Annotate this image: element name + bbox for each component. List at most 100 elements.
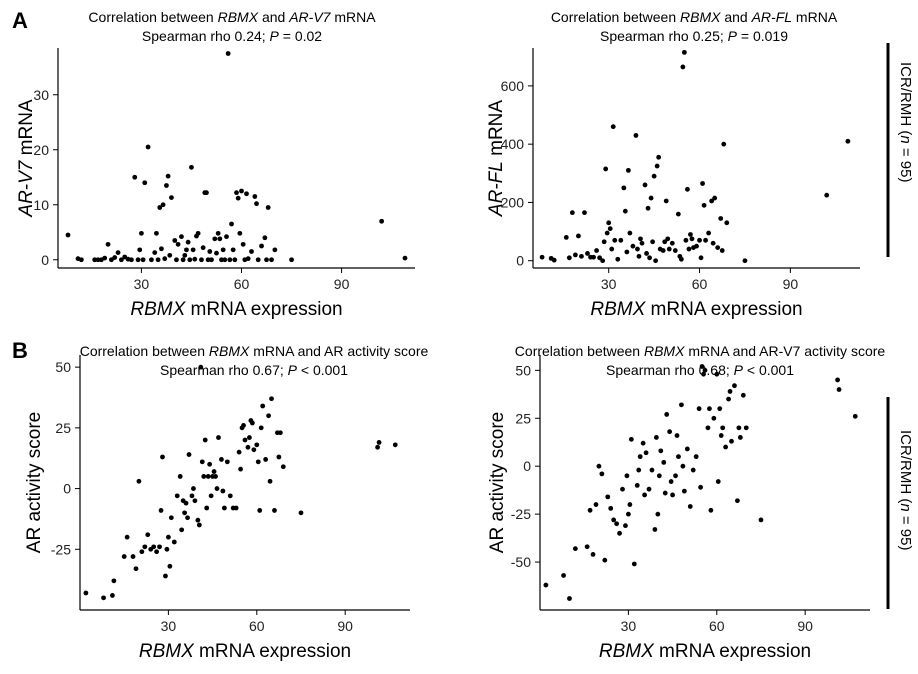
data-point (758, 517, 764, 523)
data-point (160, 202, 166, 208)
data-point (172, 238, 178, 243)
data-point (180, 257, 186, 263)
x-axis-label: RBMX mRNA expression (599, 641, 811, 662)
data-point (569, 210, 575, 216)
data-point (689, 236, 695, 242)
data-point (183, 500, 189, 506)
data-point (678, 256, 684, 262)
data-point (566, 255, 572, 261)
data-point (276, 454, 282, 460)
data-point (376, 440, 382, 445)
data-point (402, 255, 408, 261)
data-point (154, 230, 159, 236)
data-point (698, 255, 704, 261)
data-point (654, 163, 660, 169)
chart-title: Correlation between RBMX mRNA and AR-V7 … (515, 343, 886, 359)
data-point (723, 444, 729, 450)
data-point (676, 454, 681, 460)
data-point (83, 590, 89, 596)
data-point (255, 257, 261, 263)
data-point (244, 191, 249, 197)
data-point (693, 454, 699, 460)
data-point (696, 406, 702, 412)
y-tick-label: 20 (33, 142, 49, 158)
y-tick-label: 10 (33, 197, 49, 213)
data-point (667, 429, 673, 435)
data-point (604, 230, 610, 236)
data-point (642, 182, 648, 188)
data-point (196, 522, 202, 528)
data-point (597, 255, 603, 261)
data-point (621, 185, 627, 191)
data-point (92, 257, 98, 263)
data-point (182, 510, 187, 516)
data-point (714, 371, 720, 377)
data-point (145, 144, 151, 150)
data-point (192, 256, 198, 262)
y-tick-label: 25 (515, 410, 531, 426)
data-point (227, 493, 233, 499)
chart-subtitle: Spearman rho 0.24; P = 0.02 (142, 28, 322, 44)
data-point (266, 413, 271, 419)
data-point (651, 173, 657, 179)
chart-A-right: Correlation between RBMX and AR-FL mRNA S… (486, 9, 860, 320)
data-point (681, 488, 687, 494)
data-point (232, 257, 238, 263)
data-point (680, 463, 686, 469)
data-point (623, 523, 628, 529)
data-point (158, 508, 164, 513)
data-point (742, 258, 748, 264)
data-point (606, 220, 612, 226)
data-point (701, 202, 707, 208)
data-point (239, 188, 244, 194)
data-point (727, 389, 733, 394)
data-point (585, 251, 590, 256)
data-point (599, 471, 605, 477)
data-point (115, 250, 121, 256)
data-point (169, 195, 174, 201)
data-point (579, 253, 584, 259)
data-point (155, 257, 161, 263)
data-point (639, 240, 645, 246)
data-point (609, 246, 615, 252)
data-point (280, 464, 286, 470)
data-point (186, 452, 192, 457)
data-point (215, 230, 221, 236)
data-point (699, 364, 705, 369)
chart-subtitle: Spearman rho 0.67; P < 0.001 (160, 362, 348, 378)
data-point (584, 544, 590, 550)
data-point (211, 469, 217, 474)
data-point (658, 448, 664, 454)
data-point (191, 486, 196, 491)
data-point (642, 492, 647, 498)
x-tick-label: 30 (621, 618, 637, 634)
panel-letter-b: B (12, 338, 28, 363)
data-point (625, 167, 631, 173)
data-point (110, 593, 115, 598)
data-point (269, 396, 274, 402)
data-point (835, 377, 840, 383)
data-point (603, 166, 609, 172)
data-point (220, 247, 226, 253)
data-point (101, 595, 106, 601)
data-point (674, 433, 680, 438)
data-point (721, 141, 727, 147)
data-point (836, 387, 842, 392)
x-tick-label: 90 (337, 618, 353, 634)
data-point (608, 505, 614, 511)
data-point (121, 554, 127, 559)
data-point (233, 505, 239, 511)
data-point (627, 230, 633, 236)
data-point (732, 383, 737, 389)
data-point (137, 247, 143, 253)
data-point (618, 237, 624, 243)
data-point (200, 245, 206, 251)
data-point (224, 459, 230, 465)
data-point (247, 435, 252, 440)
data-point (195, 517, 201, 523)
data-point (602, 557, 608, 563)
data-point (157, 544, 162, 550)
data-point (643, 450, 649, 456)
data-point (238, 466, 243, 472)
data-point (133, 566, 139, 572)
